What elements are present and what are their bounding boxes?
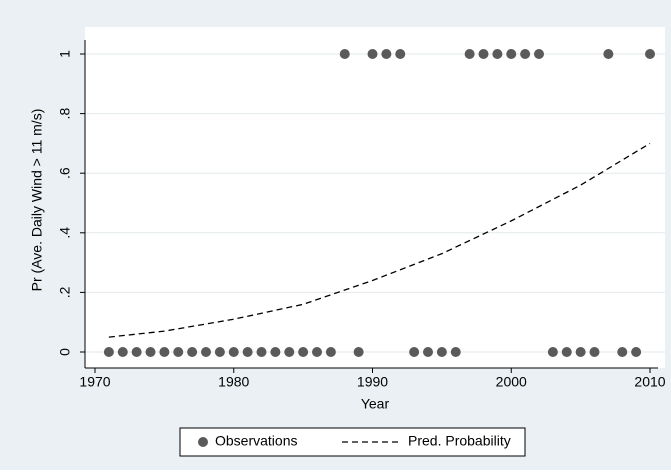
observation-point: [436, 347, 447, 357]
observation-point: [547, 347, 558, 357]
observation-point: [589, 347, 600, 357]
observation-point: [381, 49, 392, 59]
observation-point: [506, 49, 517, 59]
x-tick-label: 1980: [218, 374, 249, 390]
observation-point: [631, 347, 642, 357]
observation-point: [450, 347, 461, 357]
observation-point: [645, 49, 655, 59]
observation-point: [464, 49, 475, 59]
observation-point: [409, 347, 420, 357]
observation-point: [159, 347, 170, 357]
observation-point: [201, 347, 211, 357]
x-tick-label: 2010: [634, 374, 665, 390]
observation-point: [478, 49, 489, 59]
observation-point: [520, 49, 531, 59]
y-tick-label: .8: [57, 108, 73, 120]
observation-point: [256, 347, 267, 357]
observation-point: [353, 347, 364, 357]
observation-point: [367, 49, 378, 59]
legend-symbol: [198, 437, 208, 447]
observation-point: [339, 49, 350, 59]
observation-point: [423, 347, 433, 357]
observation-point: [561, 347, 572, 357]
observation-point: [617, 347, 628, 357]
observation-point: [214, 347, 225, 357]
y-tick-label: 0: [57, 348, 73, 356]
x-tick-label: 2000: [496, 374, 527, 390]
y-axis-title: Pr (Ave. Daily Wind > 11 m/s): [29, 109, 45, 292]
x-axis-title: Year: [361, 396, 390, 412]
observation-point: [325, 347, 336, 357]
observation-point: [395, 49, 406, 59]
observation-point: [131, 347, 142, 357]
observation-point: [242, 347, 253, 357]
observation-point: [575, 347, 586, 357]
prediction-line: [108, 142, 651, 338]
y-tick-label: .4: [57, 227, 73, 239]
observation-point: [603, 49, 614, 59]
observation-point: [284, 347, 295, 357]
legend-label: Observations: [215, 433, 297, 449]
observation-point: [187, 347, 198, 357]
observation-point: [228, 347, 239, 357]
observation-point: [492, 49, 503, 59]
observation-point: [103, 347, 114, 357]
legend-label: Pred. Probability: [408, 433, 511, 449]
observation-point: [173, 347, 184, 357]
y-tick-label: 1: [57, 50, 73, 58]
plot-area: [85, 27, 665, 368]
observation-point: [534, 49, 544, 59]
x-tick-label: 1990: [357, 374, 388, 390]
observation-point: [117, 347, 128, 357]
observation-point: [298, 347, 309, 357]
observation-point: [270, 347, 281, 357]
observation-point: [145, 347, 156, 357]
observation-point: [312, 347, 322, 357]
y-tick-label: .2: [57, 286, 73, 298]
x-tick-label: 1970: [79, 374, 110, 390]
y-tick-label: .6: [57, 167, 73, 179]
